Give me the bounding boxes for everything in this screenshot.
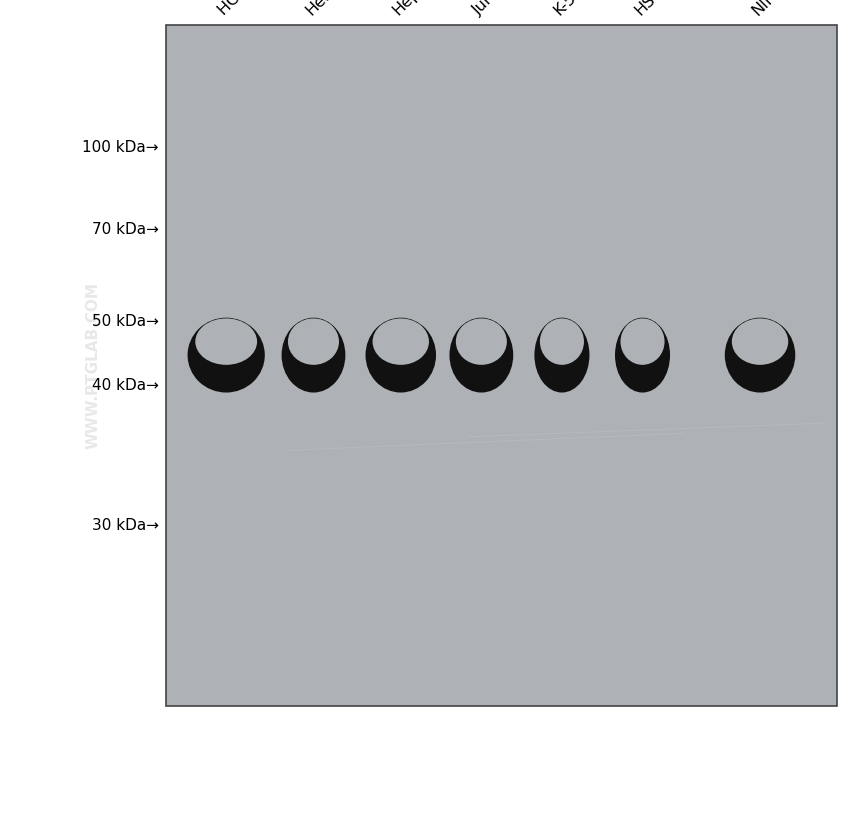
Text: Jurkat: Jurkat: [471, 0, 514, 18]
Ellipse shape: [366, 317, 436, 392]
Ellipse shape: [535, 317, 589, 392]
Text: 30 kDa→: 30 kDa→: [92, 518, 159, 533]
Ellipse shape: [188, 317, 265, 392]
Text: 100 kDa→: 100 kDa→: [82, 140, 159, 155]
Text: HCT 116: HCT 116: [216, 0, 275, 18]
Ellipse shape: [540, 318, 584, 365]
Ellipse shape: [725, 317, 796, 392]
Text: HeLa: HeLa: [303, 0, 343, 18]
Ellipse shape: [281, 317, 345, 392]
Ellipse shape: [452, 346, 511, 372]
Ellipse shape: [288, 318, 339, 365]
Bar: [166, 25, 837, 706]
Ellipse shape: [456, 318, 507, 365]
Text: K-562: K-562: [552, 0, 594, 18]
Ellipse shape: [620, 318, 665, 365]
Text: NIH/3T3: NIH/3T3: [750, 0, 806, 18]
Ellipse shape: [190, 346, 262, 372]
Ellipse shape: [536, 346, 587, 372]
Ellipse shape: [615, 317, 670, 392]
Text: 50 kDa→: 50 kDa→: [92, 314, 159, 329]
Ellipse shape: [196, 318, 257, 365]
Ellipse shape: [372, 318, 429, 365]
Ellipse shape: [617, 346, 668, 372]
Text: WWW.PTGLAB.COM: WWW.PTGLAB.COM: [86, 282, 101, 449]
Ellipse shape: [368, 346, 434, 372]
Ellipse shape: [450, 317, 513, 392]
Ellipse shape: [728, 346, 792, 372]
Text: 70 kDa→: 70 kDa→: [92, 222, 159, 236]
Text: HSC-T6: HSC-T6: [632, 0, 683, 18]
Text: 40 kDa→: 40 kDa→: [92, 378, 159, 393]
Ellipse shape: [284, 346, 343, 372]
Ellipse shape: [732, 318, 788, 365]
Text: HepG2: HepG2: [390, 0, 439, 18]
